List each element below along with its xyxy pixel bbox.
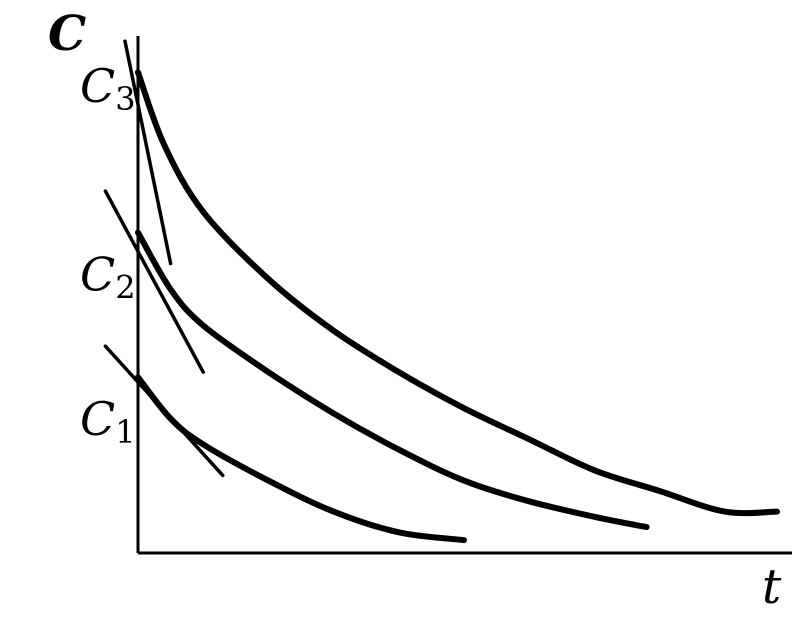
- series-label-c3: C3: [80, 59, 136, 118]
- series-line-c3: [135, 69, 780, 517]
- tangent-line-c1: [103, 344, 225, 478]
- y-axis-label: C: [48, 6, 86, 62]
- series-label-subscript: 3: [115, 80, 135, 118]
- series-label-c1: C1: [80, 392, 136, 451]
- x-axis-label: t: [762, 559, 782, 615]
- series-label-c2: C2: [80, 248, 136, 307]
- series-line-c2: [135, 229, 650, 531]
- tangent-line-c2: [103, 189, 205, 374]
- tangent-group: [103, 39, 225, 478]
- series-group: [135, 69, 780, 544]
- tangent-line-c3: [123, 39, 173, 266]
- series-label-main: C: [80, 59, 115, 113]
- series-label-main: C: [80, 248, 115, 302]
- series-label-main: C: [80, 392, 115, 446]
- series-label-subscript: 2: [115, 269, 135, 307]
- series-label-subscript: 1: [115, 413, 135, 451]
